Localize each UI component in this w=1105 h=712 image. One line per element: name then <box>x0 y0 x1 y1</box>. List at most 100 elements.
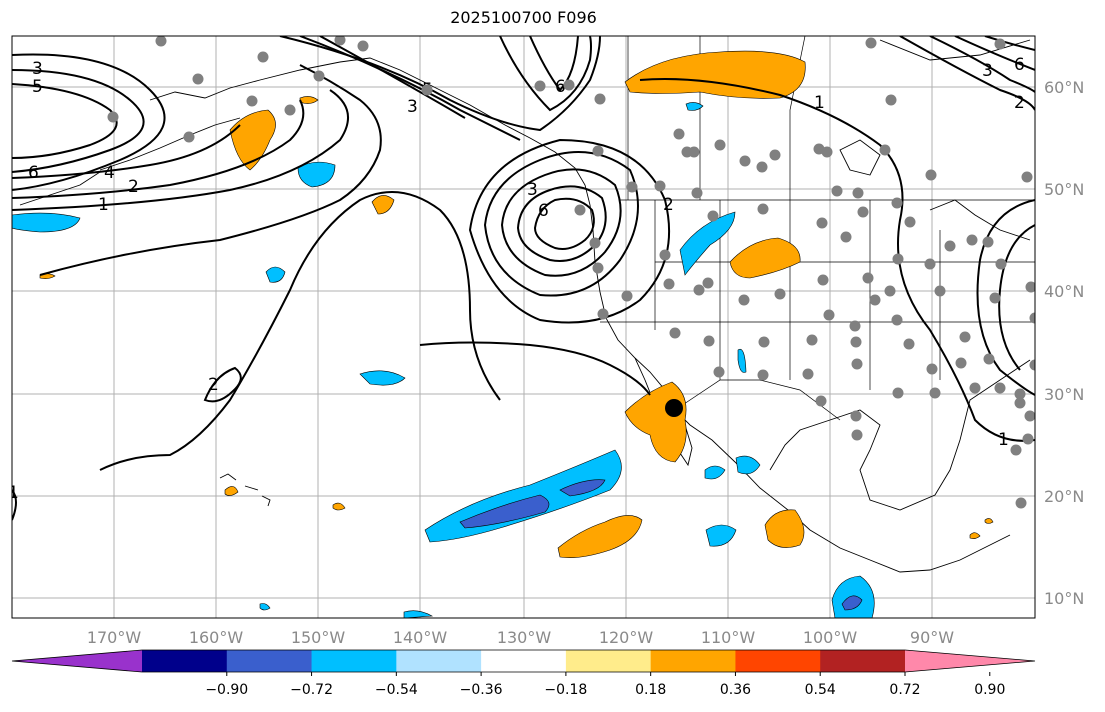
colorbar-label: −0.36 <box>460 682 503 698</box>
station-dot <box>969 382 981 394</box>
station-dot <box>284 104 296 116</box>
station-dot <box>823 309 835 321</box>
contour-label: 2 <box>663 195 674 215</box>
contour-label: 1 <box>98 195 109 215</box>
station-dot <box>702 277 714 289</box>
colorbar-label: −0.54 <box>375 682 418 698</box>
station-dot <box>257 51 269 63</box>
contour-label: 2 <box>128 177 139 197</box>
colorbar-segment <box>396 650 482 672</box>
station-dot <box>802 368 814 380</box>
station-dot <box>892 387 904 399</box>
lat-label: 30°N <box>1044 385 1084 404</box>
station-dot <box>850 410 862 422</box>
political-borders <box>600 36 1035 421</box>
station-dot <box>815 395 827 407</box>
colorbar-segment <box>481 650 567 672</box>
station-dot <box>774 288 786 300</box>
station-dot <box>107 111 119 123</box>
contour-label: 6 <box>555 77 566 97</box>
colorbar-label: 0.90 <box>974 682 1005 698</box>
station-dot <box>592 262 604 274</box>
station-dot <box>597 308 609 320</box>
station-dot <box>982 236 994 248</box>
station-dot <box>966 234 978 246</box>
station-dot <box>1021 171 1033 183</box>
station-dot <box>673 128 685 140</box>
contour-lines <box>12 36 1035 521</box>
lon-label: 110°W <box>701 628 756 647</box>
contour-label: 3 <box>527 180 538 200</box>
negative-anomaly-shading <box>12 102 875 618</box>
station-dot <box>563 79 575 91</box>
lon-label: 160°W <box>189 628 244 647</box>
station-dot <box>994 38 1006 50</box>
contour-label: 6 <box>1014 55 1025 75</box>
station-dot <box>831 185 843 197</box>
station-dot <box>955 357 967 369</box>
lon-label: 150°W <box>291 628 346 647</box>
station-dot <box>926 363 938 375</box>
station-dot <box>738 294 750 306</box>
map-frame <box>11 35 1036 619</box>
station-dot <box>994 382 1006 394</box>
station-dot <box>840 231 852 243</box>
highlight-point-marker <box>665 399 683 417</box>
colorbar-label: −0.90 <box>205 682 248 698</box>
contour-label: 3 <box>32 59 43 79</box>
station-dot <box>817 274 829 286</box>
station-dot <box>654 180 666 192</box>
contour-label: 3 <box>407 97 418 117</box>
station-dot <box>1022 433 1034 445</box>
station-dot <box>421 84 433 96</box>
lon-label: 140°W <box>393 628 448 647</box>
colorbar-segment <box>311 650 397 672</box>
contour-label: 1 <box>8 483 19 503</box>
station-dot <box>621 290 633 302</box>
station-dot <box>849 320 861 332</box>
station-dot <box>1029 312 1035 324</box>
station-dot <box>884 285 896 297</box>
station-dot <box>891 314 903 326</box>
station-dot <box>626 181 638 193</box>
contour-label: 2 <box>208 375 219 395</box>
latitude-labels: 60°N 50°N 40°N 30°N 20°N 10°N <box>1044 78 1084 608</box>
contour-label-group: 3 5 6 4 2 1 6 3 5 3 6 2 1 2 1 3 6 2 1 <box>8 55 1025 503</box>
station-dot <box>852 187 864 199</box>
lon-label: 90°W <box>910 628 954 647</box>
colorbar-segment <box>565 650 652 672</box>
map-area: 3 5 6 4 2 1 6 3 5 3 6 2 1 2 1 3 6 2 1 <box>8 36 1035 618</box>
station-dot <box>663 278 675 290</box>
station-dot <box>959 331 971 343</box>
station-dot <box>589 237 601 249</box>
station-dot <box>925 169 937 181</box>
station-dot <box>756 161 768 173</box>
lat-label: 40°N <box>1044 282 1084 301</box>
contour-label: 1 <box>814 93 825 113</box>
station-dot <box>892 253 904 265</box>
station-dot <box>758 336 770 348</box>
station-dot <box>757 203 769 215</box>
station-dot <box>739 155 751 167</box>
station-dot <box>806 334 818 346</box>
station-dot <box>574 204 586 216</box>
colorbar-extend-max <box>905 650 1035 672</box>
colorbar-segment <box>820 650 906 672</box>
station-dot <box>816 217 828 229</box>
station-dot <box>534 80 546 92</box>
station-dot <box>904 216 916 228</box>
station-dot <box>995 258 1007 270</box>
contour-label: 5 <box>32 77 43 97</box>
longitude-labels: 170°W 160°W 150°W 140°W 130°W 120°W 110°… <box>87 628 954 647</box>
lat-label: 20°N <box>1044 487 1084 506</box>
station-dot <box>707 210 719 222</box>
contour-label: 6 <box>538 201 549 221</box>
coastlines <box>19 39 1031 573</box>
contour-label: 6 <box>28 163 39 183</box>
graticule <box>12 36 1035 618</box>
station-markers <box>107 36 1035 509</box>
station-dot <box>769 149 781 161</box>
station-dot <box>851 429 863 441</box>
station-dot <box>1025 281 1035 293</box>
